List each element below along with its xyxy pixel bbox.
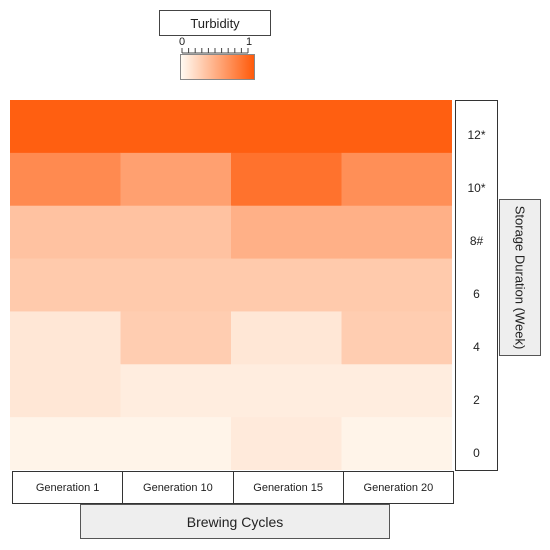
heatmap-cell: [341, 100, 452, 154]
x-axis: Generation 1 Generation 10 Generation 15 Ge…: [12, 471, 454, 504]
heatmap-cell: [120, 100, 232, 154]
heatmap-cell: [341, 152, 452, 207]
y-axis: 12* 10* 8# 6 4 2 0: [455, 100, 498, 471]
legend-title: Turbidity: [159, 10, 271, 36]
heatmap-cell: [120, 152, 232, 207]
heatmap-cell: [341, 258, 452, 312]
heatmap-cell: [120, 364, 232, 418]
x-axis-title: Brewing Cycles: [80, 504, 390, 539]
heatmap-cell: [341, 364, 452, 418]
heatmap-canvas: [10, 100, 452, 470]
legend-max-label: 1: [246, 36, 253, 48]
heatmap-cell: [231, 364, 342, 418]
heatmap-cell: [231, 258, 342, 312]
heatmap-cell: [231, 205, 342, 260]
legend-color-bar: [180, 54, 255, 80]
heatmap-cell: [120, 205, 232, 260]
heatmap-cell: [341, 205, 452, 260]
y-tick-label: 0: [473, 445, 480, 460]
y-tick-label: 12*: [467, 128, 486, 143]
heatmap-cell: [10, 205, 121, 260]
heatmap-cell: [10, 311, 121, 365]
heatmap-cell: [120, 311, 232, 365]
y-tick-label: 10*: [467, 181, 486, 196]
heatmap-cell: [10, 152, 121, 207]
heatmap-cell: [120, 258, 232, 312]
heatmap-cell: [231, 417, 342, 470]
heatmap-cell: [231, 311, 342, 365]
x-tick-label: Generation 10: [122, 471, 234, 504]
y-tick-label: 6: [473, 287, 480, 301]
heatmap-cell: [10, 100, 121, 154]
x-tick-label: Generation 15: [232, 471, 344, 504]
heatmap-cell: [10, 417, 121, 470]
heatmap-cell: [120, 417, 232, 470]
heatmap-cell: [341, 311, 452, 365]
y-axis-title-box: Storage Duration (Week): [499, 199, 541, 356]
heatmap-cell: [10, 258, 121, 312]
heatmap-cell: [341, 417, 452, 470]
heatmap: [10, 100, 452, 470]
legend-min-label: 0: [179, 36, 186, 48]
heatmap-cell: [231, 152, 342, 207]
y-axis-title: Storage Duration (Week): [512, 205, 528, 350]
legend-scale: 0 1: [176, 36, 258, 54]
y-tick-label: 4: [473, 339, 480, 354]
x-tick-label: Generation 20: [342, 471, 454, 504]
heatmap-cell: [10, 364, 121, 418]
y-tick-label: 2: [473, 392, 480, 407]
x-tick-label: Generation 1: [12, 471, 124, 504]
heatmap-cell: [231, 100, 342, 154]
y-tick-label: 8#: [469, 234, 484, 249]
legend-ticks: [181, 48, 249, 54]
